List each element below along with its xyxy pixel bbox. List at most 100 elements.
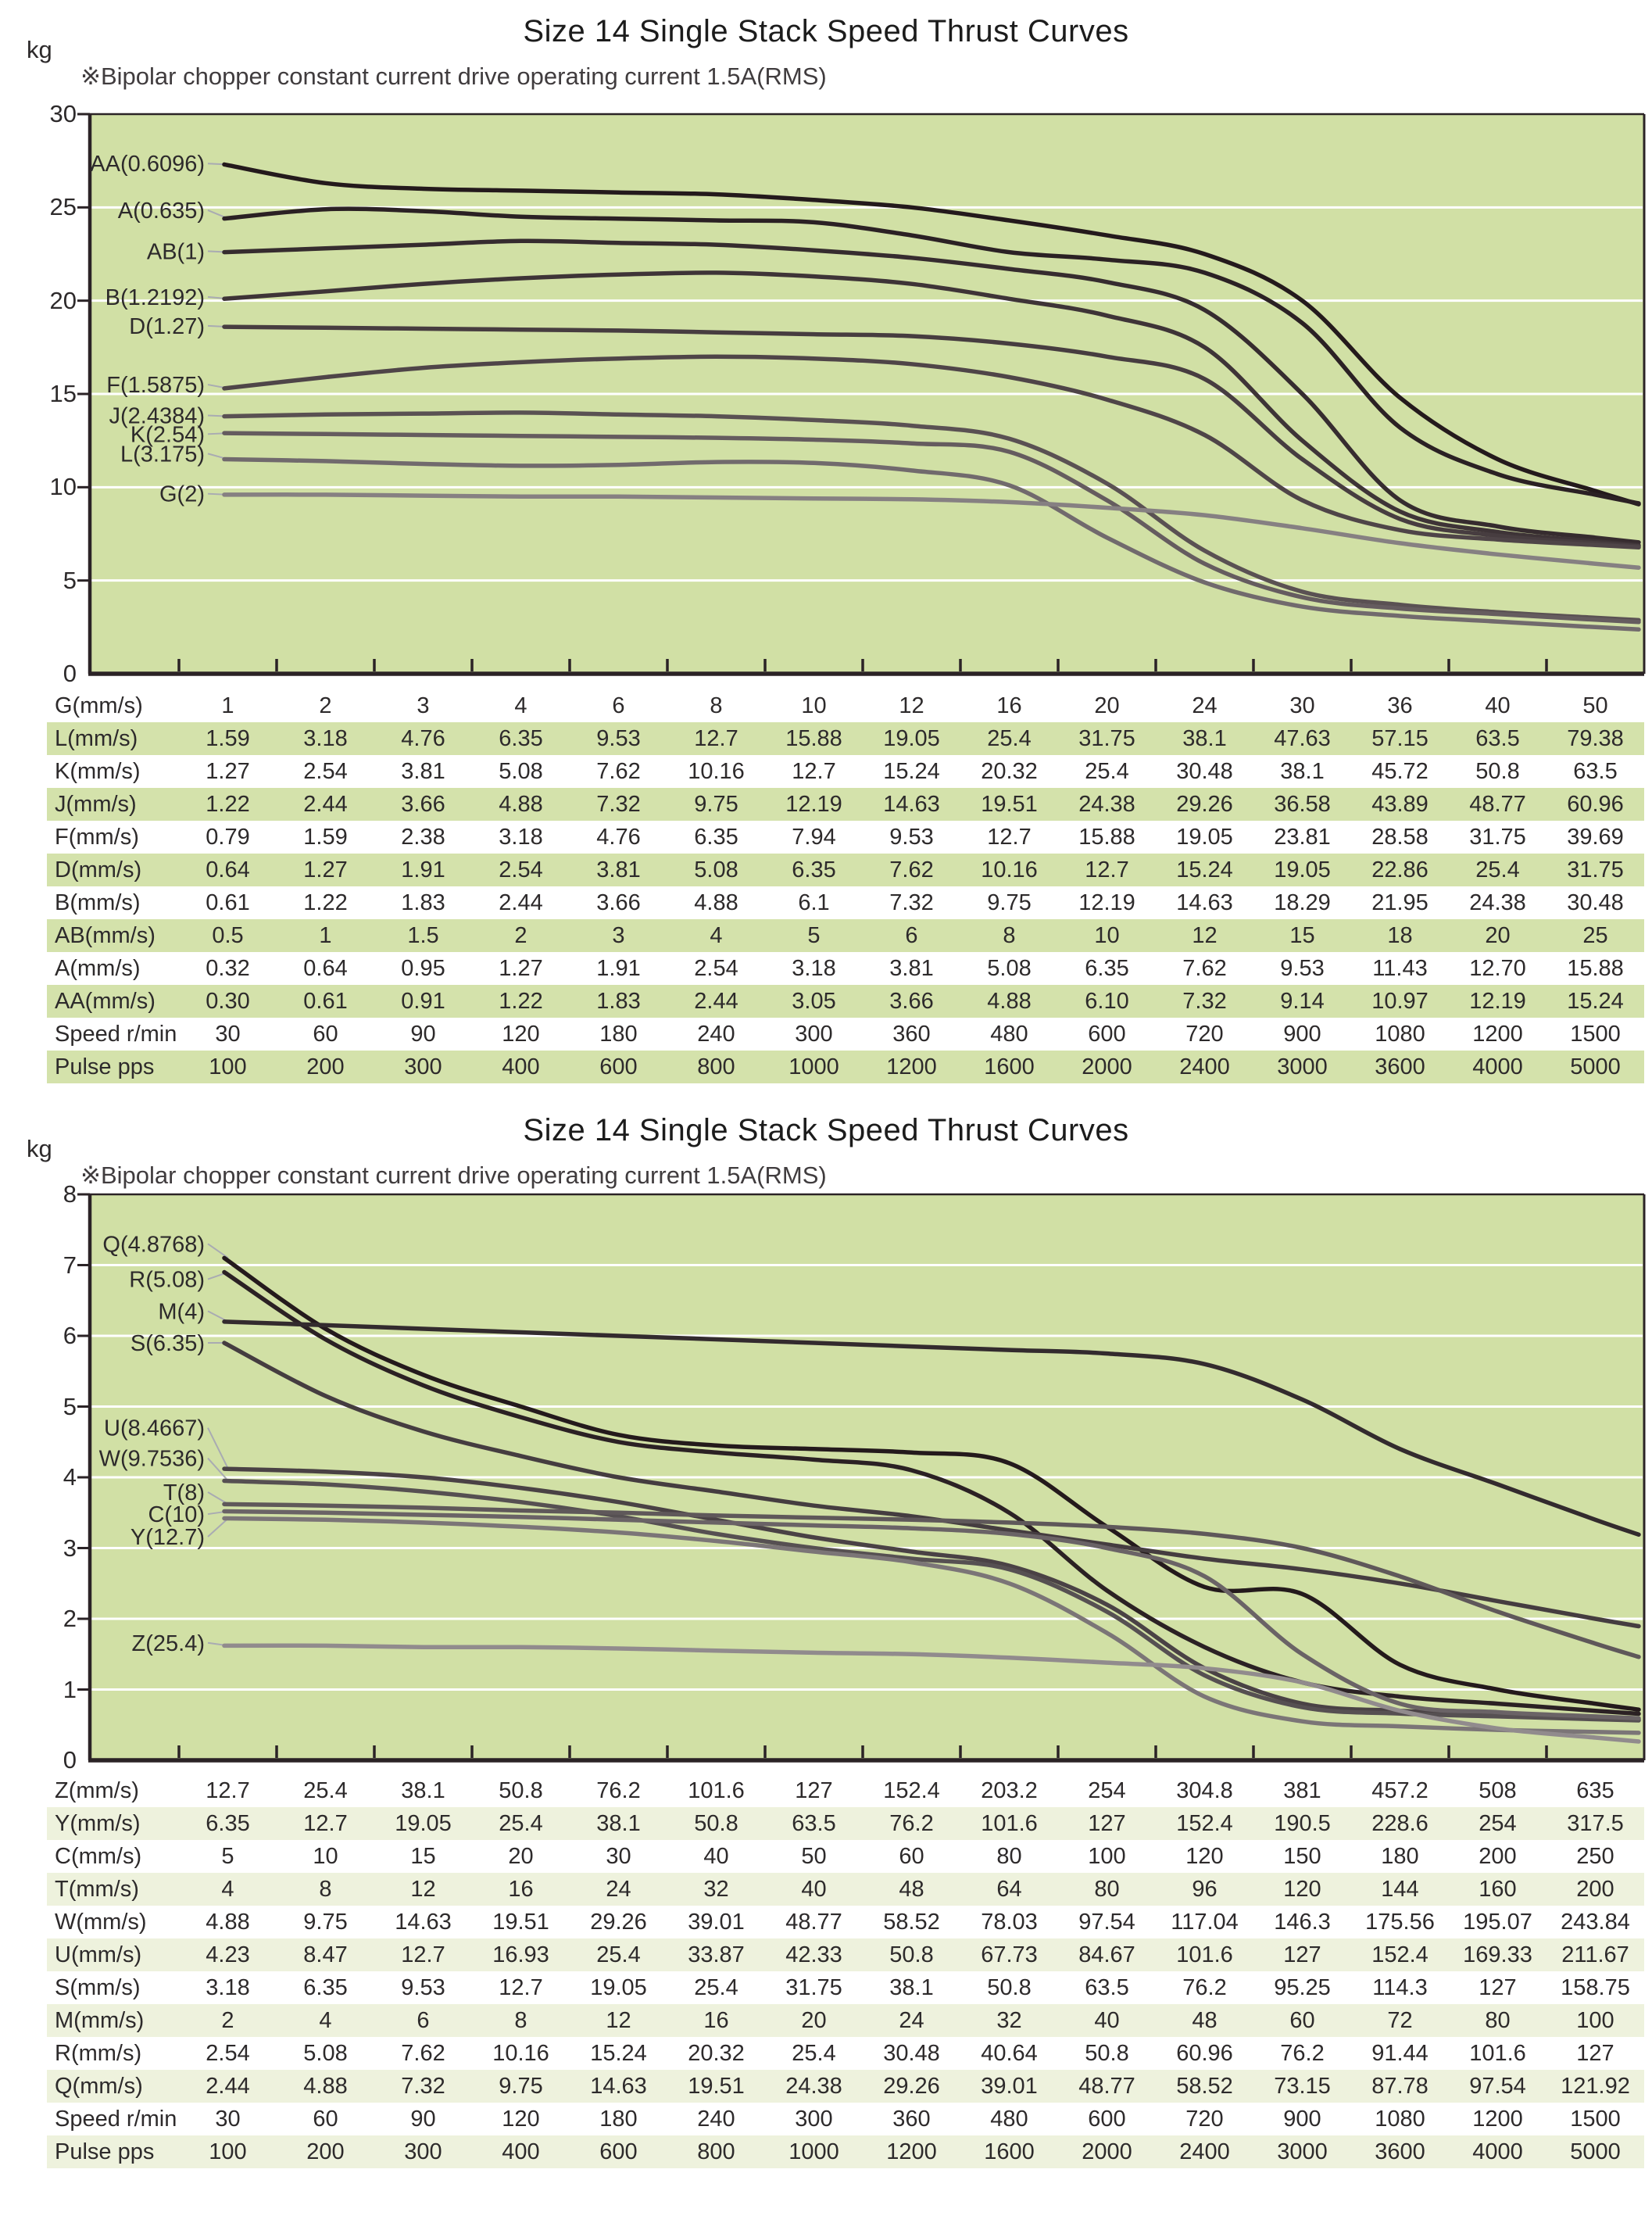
table-cell: 32 <box>703 1876 729 1902</box>
table-cell: 304.8 <box>1176 1777 1233 1803</box>
table-cell: 80 <box>996 1843 1022 1869</box>
table-row-d-mm-s-: D(mm/s) 0.64 1.27 1.91 2.54 3.81 5.08 6.35 7.62 1… <box>47 854 1644 886</box>
series-label-A: A(0.635) <box>118 199 205 224</box>
table-cell: 1.27 <box>499 955 543 981</box>
table-cell: 48.77 <box>1078 2073 1135 2099</box>
table-cell: 19.05 <box>883 725 940 751</box>
table-cell: 2.44 <box>206 2073 250 2099</box>
table-cell: 18.29 <box>1274 890 1331 915</box>
table-cell: 4000 <box>1472 1054 1523 1079</box>
table-cell: 12.7 <box>499 1974 543 2000</box>
table-cell: 8.47 <box>303 1942 348 1967</box>
table-cell: 38.1 <box>889 1974 934 2000</box>
table-cell: 25.4 <box>1085 758 1129 784</box>
row-label: F(mm/s) <box>55 824 139 850</box>
table-cell: 2000 <box>1082 2139 1132 2164</box>
table-cell: 5.08 <box>303 2040 348 2066</box>
table-cell: 87.78 <box>1371 2073 1429 2099</box>
table-cell: 6.35 <box>694 824 738 850</box>
series-curve-L <box>222 456 1641 632</box>
row-label: B(mm/s) <box>55 890 141 915</box>
table-cell: 1200 <box>886 1054 937 1079</box>
table-cell: 6 <box>905 922 918 948</box>
table-cell: 12.7 <box>987 824 1032 850</box>
table-cell: 20 <box>1485 922 1511 948</box>
table-cell: 300 <box>795 2106 833 2132</box>
chart2-title: Size 14 Single Stack Speed Thrust Curves <box>523 1113 1129 1147</box>
series-curve-B <box>222 270 1641 548</box>
table-row-y-mm-s-: Y(mm/s) 6.35 12.7 19.05 25.4 38.1 50.8 63.5 76.2… <box>47 1807 1644 1840</box>
table-cell: 127 <box>1576 2040 1614 2066</box>
table-cell: 19.51 <box>981 791 1038 817</box>
table-cell: 146.3 <box>1274 1909 1331 1935</box>
table-cell: 381 <box>1283 1777 1321 1803</box>
table-cell: 203.2 <box>981 1777 1038 1803</box>
table-cell: 211.67 <box>1561 1942 1629 1967</box>
table-cell: 300 <box>404 1054 442 1079</box>
chart2-y-unit-label: kg <box>27 1135 52 1162</box>
row-label: Y(mm/s) <box>55 1810 141 1836</box>
table-cell: 3.81 <box>596 857 641 882</box>
table-cell: 400 <box>502 1054 540 1079</box>
table-cell: 180 <box>599 2106 638 2132</box>
table-cell: 25 <box>1582 922 1608 948</box>
table-cell: 16 <box>703 2007 729 2033</box>
series-label-J: J(2.4384) <box>109 403 205 428</box>
table-cell: 2.54 <box>206 2040 250 2066</box>
series-label-Y: Y(12.7) <box>131 1525 205 1550</box>
table-cell: 1200 <box>1472 1021 1523 1047</box>
table-cell: 95.25 <box>1274 1974 1331 2000</box>
table-cell: 3 <box>417 693 430 718</box>
table-cell: 20.32 <box>981 758 1038 784</box>
y-tick-label: 1 <box>63 1675 77 1703</box>
y-tick-label: 0 <box>63 1746 77 1774</box>
table-cell: 12.19 <box>785 791 842 817</box>
table-cell: 30 <box>215 1021 241 1047</box>
y-tick-label: 25 <box>49 193 77 221</box>
table-cell: 8 <box>319 1876 332 1902</box>
y-tick-label: 8 <box>63 1180 77 1208</box>
series-curve-C <box>222 1509 1641 1720</box>
y-tick-label: 30 <box>49 100 77 127</box>
series-curve-AB <box>222 238 1641 545</box>
table-cell: 36.58 <box>1274 791 1331 817</box>
table-cell: 12.7 <box>694 725 738 751</box>
table-cell: 144 <box>1381 1876 1419 1902</box>
table-cell: 400 <box>502 2139 540 2164</box>
series-label-AB: AB(1) <box>147 239 205 264</box>
table-cell: 1200 <box>886 2139 937 2164</box>
table-cell: 60.96 <box>1567 791 1624 817</box>
table-cell: 12.70 <box>1469 955 1526 981</box>
table-cell: 6.35 <box>206 1810 250 1836</box>
series-label-R: R(5.08) <box>129 1268 205 1293</box>
table-cell: 152.4 <box>883 1777 940 1803</box>
table-cell: 2.54 <box>499 857 543 882</box>
row-label: S(mm/s) <box>55 1974 141 2000</box>
table-cell: 14.63 <box>590 2073 647 2099</box>
row-label: Q(mm/s) <box>55 2073 143 2099</box>
table-cell: 50.8 <box>1085 2040 1129 2066</box>
table-cell: 91.44 <box>1371 2040 1429 2066</box>
table-cell: 1.22 <box>499 988 543 1014</box>
table-cell: 4 <box>514 693 527 718</box>
series-curve-U <box>222 1466 1641 1722</box>
table-cell: 20 <box>801 2007 827 2033</box>
table-cell: 31.75 <box>1078 725 1135 751</box>
table-cell: 1.22 <box>206 791 250 817</box>
table-cell: 800 <box>697 2139 735 2164</box>
table-cell: 1 <box>319 922 332 948</box>
table-cell: 63.5 <box>1085 1974 1129 2000</box>
y-tick-label: 6 <box>63 1322 77 1349</box>
table-row-z-mm-s-: Z(mm/s) 12.7 25.4 38.1 50.8 76.2 101.6 127 152.4… <box>47 1774 1644 1807</box>
table-cell: 2.44 <box>694 988 738 1014</box>
table-cell: 40 <box>801 1876 827 1902</box>
table-cell: 60 <box>1289 2007 1315 2033</box>
table-cell: 97.54 <box>1078 1909 1135 1935</box>
table-cell: 15.88 <box>785 725 842 751</box>
table-cell: 40 <box>1094 2007 1120 2033</box>
table-cell: 7.62 <box>401 2040 445 2066</box>
table-cell: 600 <box>599 1054 638 1079</box>
table-cell: 0.95 <box>401 955 445 981</box>
table-cell: 96 <box>1192 1876 1218 1902</box>
